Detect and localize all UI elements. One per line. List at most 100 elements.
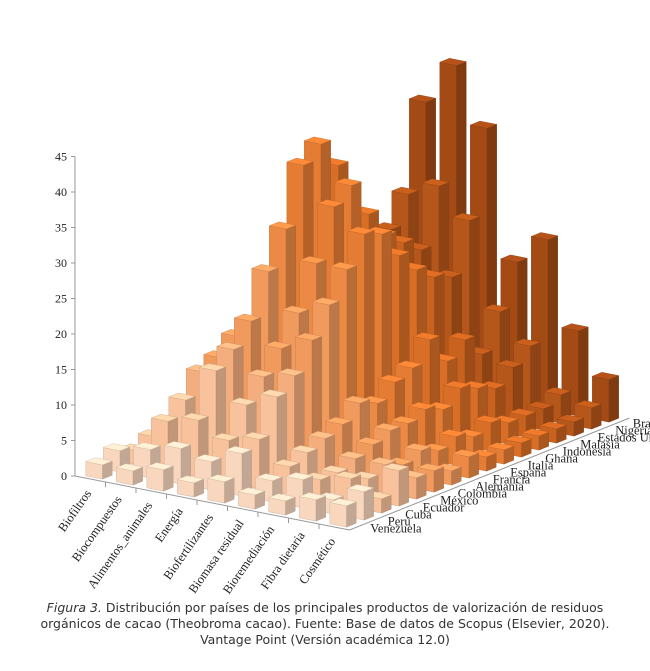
country-label: Colombia: [458, 487, 508, 501]
bar-top-face: [316, 492, 344, 501]
bar-top-face: [434, 269, 463, 278]
bar-top-face: [303, 136, 332, 145]
bar-top-face: [338, 451, 366, 459]
z-tick-label: 10: [55, 398, 67, 412]
bar-top-face: [513, 338, 541, 347]
bar-top-face: [312, 297, 340, 306]
bar-top-face: [443, 380, 471, 389]
bar-top-face: [364, 226, 393, 235]
bar-top-face: [434, 463, 462, 472]
bar-front-face: [146, 466, 164, 492]
category-label: Energía: [152, 505, 186, 545]
z-tick-label: 30: [55, 256, 67, 270]
figure-caption: Figura 3. Distribución por países de los…: [20, 600, 630, 648]
bar-top-face: [403, 443, 432, 451]
bar-top-face: [347, 226, 375, 235]
bar-top-face: [416, 463, 445, 472]
bar: [556, 414, 585, 437]
bar-top-face: [102, 443, 131, 452]
bar-top-face: [176, 475, 205, 484]
bar-top-face: [521, 428, 550, 437]
bar-top-face: [224, 446, 253, 454]
bar: [329, 498, 357, 528]
bar-top-face: [425, 402, 454, 410]
bar-top-face: [307, 431, 336, 439]
bar-top-face: [299, 256, 327, 264]
bar: [85, 457, 113, 480]
country-label: Francia: [493, 473, 531, 487]
bar-top-face: [237, 487, 266, 496]
z-tick-label: 25: [55, 292, 67, 306]
bar-top-face: [216, 342, 244, 350]
bar-top-face: [298, 492, 327, 501]
bar-top-face: [255, 473, 283, 482]
z-tick-label: 15: [55, 363, 67, 377]
bar-top-face: [469, 449, 497, 458]
bars: [85, 58, 620, 528]
bar-top-face: [294, 332, 323, 341]
bar-side-face: [398, 466, 409, 507]
bar-top-face: [451, 449, 480, 458]
country-label: España: [510, 466, 547, 480]
country-label: Brasil: [633, 417, 650, 431]
bar-top-face: [530, 232, 559, 240]
country-label: Perú: [388, 515, 412, 529]
bar-top-face: [268, 221, 297, 230]
bar-top-face: [386, 457, 414, 466]
bar-top-face: [504, 435, 532, 444]
bar-side-face: [468, 452, 479, 479]
bar-top-face: [264, 341, 292, 349]
bar-top-face: [211, 433, 240, 441]
bar-top-face: [561, 323, 589, 332]
bar: [146, 462, 174, 492]
bar-top-face: [303, 472, 331, 481]
bar-top-face: [146, 462, 174, 471]
bar-top-face: [281, 305, 310, 314]
bar-top-face: [373, 222, 402, 230]
bar-side-face: [591, 403, 602, 430]
caption-figure-label: Figura 3.: [46, 600, 102, 615]
bar-top-face: [381, 463, 410, 471]
country-axis-line: [349, 417, 630, 531]
bar-top-face: [329, 498, 357, 507]
bar-top-face: [439, 58, 467, 66]
axes: [71, 156, 630, 531]
bar-top-face: [251, 264, 279, 272]
bar: [237, 487, 266, 510]
bar-chart-3d: 051015202530354045BiofiltrosBiocompuesto…: [55, 58, 650, 596]
bar-front-face: [207, 478, 225, 504]
bar-top-face: [360, 395, 388, 404]
country-label: Nigeria: [615, 424, 650, 438]
bar-top-face: [246, 369, 275, 378]
bar-top-face: [491, 415, 519, 424]
bar-top-face: [194, 454, 222, 462]
bar-top-face: [229, 397, 257, 406]
bar-top-face: [482, 304, 511, 312]
bar-top-face: [447, 332, 476, 341]
country-label: Malasia: [580, 438, 620, 452]
bar-top-face: [351, 471, 379, 480]
bar-top-face: [543, 387, 572, 395]
caption-text: Distribución por países de los principal…: [40, 600, 610, 647]
z-tick-label: 20: [55, 327, 67, 341]
country-label: Alemania: [475, 480, 524, 494]
country-label: Cuba: [405, 508, 432, 522]
bar-top-face: [556, 414, 585, 423]
bar-front-face: [329, 502, 347, 528]
bar-top-face: [539, 421, 567, 430]
bar-side-face: [416, 473, 427, 500]
country-label: Venezuela: [370, 522, 422, 536]
bar-top-face: [150, 413, 179, 422]
bar-top-face: [181, 412, 209, 421]
z-tick-label: 45: [55, 150, 67, 164]
bar-top-face: [268, 493, 296, 502]
country-label: Ecuador: [423, 501, 465, 515]
bar-top-face: [395, 360, 423, 369]
bar-top-face: [452, 213, 480, 221]
bar-top-face: [373, 423, 401, 431]
bar-side-face: [315, 495, 326, 522]
bar-top-face: [355, 437, 384, 445]
bar-top-face: [233, 313, 262, 322]
bar-top-face: [286, 157, 314, 166]
bar-side-face: [224, 477, 235, 504]
